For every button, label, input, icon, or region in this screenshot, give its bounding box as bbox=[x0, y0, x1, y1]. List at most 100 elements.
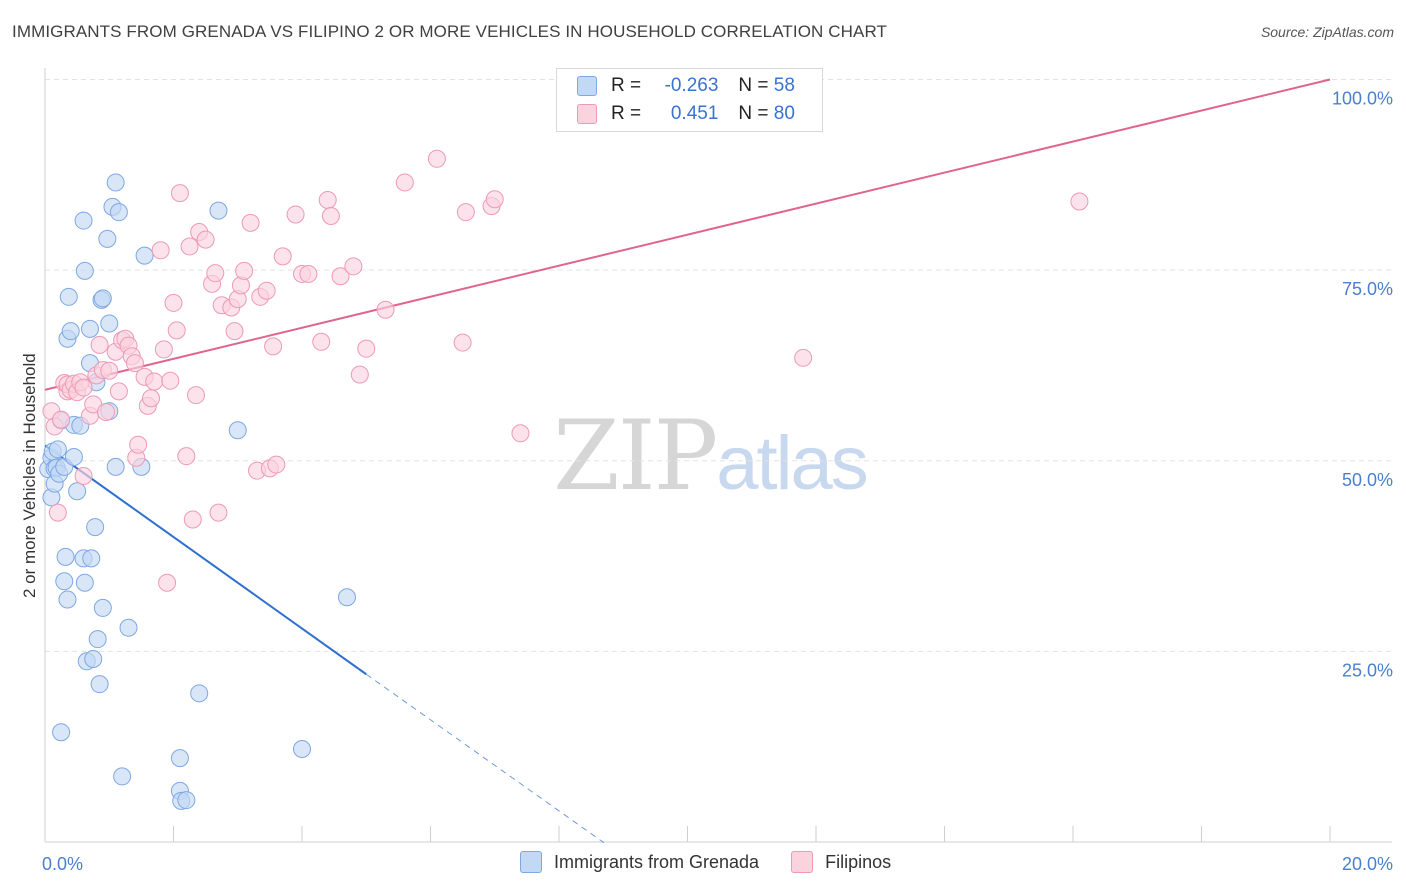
grenada-point bbox=[64, 447, 83, 466]
filipinos-point bbox=[453, 333, 472, 352]
legend-r-value: 0.451 bbox=[670, 103, 719, 124]
legend-r-value: -0.263 bbox=[664, 75, 719, 96]
grenada-point bbox=[177, 791, 196, 810]
filipinos-point bbox=[52, 410, 71, 429]
legend-r-label: R = bbox=[611, 75, 642, 96]
legend-row-filipinos: R = 0.451 N = 80 bbox=[577, 101, 795, 127]
filipinos-point bbox=[511, 424, 530, 443]
chart-title: IMMIGRANTS FROM GRENADA VS FILIPINO 2 OR… bbox=[12, 22, 887, 41]
y-axis-label: 2 or more Vehicles in Household bbox=[20, 353, 39, 598]
tick-labels: 25.0% 50.0% 75.0% 100.0% 0.0% 20.0% bbox=[42, 89, 1393, 875]
grenada-point bbox=[84, 650, 103, 668]
grenada-point bbox=[228, 421, 247, 440]
grenada-point bbox=[209, 201, 228, 220]
grenada-point bbox=[190, 684, 209, 703]
grenada-point bbox=[86, 518, 105, 537]
grenada-point bbox=[52, 723, 71, 742]
filipinos-point bbox=[357, 339, 376, 358]
series-legend-grenada[interactable]: Immigrants from Grenada bbox=[520, 851, 759, 873]
filipinos-point bbox=[331, 267, 350, 286]
legend-n-label: N = bbox=[738, 75, 769, 96]
grid-lines bbox=[45, 79, 1392, 652]
filipinos-point bbox=[167, 321, 186, 340]
filipinos-point bbox=[145, 372, 164, 391]
filipinos-point bbox=[100, 361, 119, 380]
watermark-zip: ZIP bbox=[553, 400, 718, 512]
filipinos-point bbox=[74, 378, 93, 397]
grenada-trend-line bbox=[44, 444, 367, 676]
filipinos-point bbox=[395, 173, 414, 192]
grenada-point bbox=[135, 246, 154, 265]
grenada-point bbox=[293, 739, 311, 758]
filipinos-point bbox=[177, 447, 196, 466]
series-legend: Immigrants from Grenada Filipinos bbox=[520, 851, 923, 873]
grenada-point bbox=[170, 749, 189, 768]
grenada-point bbox=[56, 547, 75, 566]
filipinos-point bbox=[257, 281, 276, 300]
grenada-point bbox=[80, 319, 99, 338]
filipinos-point bbox=[129, 435, 148, 454]
grenada-point bbox=[100, 314, 119, 333]
grenada-point bbox=[109, 203, 128, 222]
filipinos-point bbox=[235, 261, 254, 280]
filipinos-point bbox=[485, 190, 504, 209]
filipinos-point bbox=[299, 264, 318, 283]
axes bbox=[44, 68, 1392, 843]
grenada-point bbox=[113, 767, 132, 786]
filipinos-point bbox=[241, 213, 260, 232]
watermark: ZIPatlas bbox=[553, 400, 869, 512]
filipinos-point bbox=[97, 402, 116, 421]
x-tick-label: 20.0% bbox=[1342, 854, 1393, 874]
grenada-point bbox=[106, 457, 125, 476]
filipinos-point bbox=[74, 467, 93, 485]
correlation-legend: R = -0.263 N = 58 R = 0.451 N = 80 bbox=[556, 68, 823, 132]
series-legend-filipinos[interactable]: Filipinos bbox=[791, 851, 891, 873]
filipinos-point bbox=[794, 348, 813, 367]
legend-row-grenada: R = -0.263 N = 58 bbox=[577, 73, 795, 99]
legend-n-label: N = bbox=[738, 103, 769, 124]
y-tick-label: 100.0% bbox=[1332, 89, 1393, 109]
source-label: Source: ZipAtlas.com bbox=[1260, 24, 1394, 40]
y-tick-label: 50.0% bbox=[1342, 470, 1393, 490]
filipinos-point bbox=[264, 337, 283, 356]
grenada-point bbox=[98, 229, 117, 248]
legend-swatch-filipinos bbox=[577, 104, 597, 124]
filipinos-point bbox=[109, 382, 128, 401]
grenada-point bbox=[55, 572, 74, 591]
series-swatch-filipinos bbox=[791, 851, 814, 873]
filipinos-point bbox=[312, 332, 331, 351]
grenada-point bbox=[88, 630, 107, 649]
y-tick-label: 75.0% bbox=[1342, 279, 1393, 299]
filipinos-point bbox=[48, 503, 67, 522]
series-swatch-grenada bbox=[520, 851, 542, 873]
filipinos-point bbox=[286, 205, 305, 224]
filipinos-point bbox=[350, 365, 369, 384]
filipinos-point bbox=[151, 241, 170, 260]
grenada-point bbox=[74, 211, 93, 230]
grenada-point bbox=[59, 287, 78, 306]
filipinos-point bbox=[164, 293, 183, 312]
grenada-point bbox=[337, 588, 356, 607]
filipinos-point bbox=[267, 455, 286, 474]
grenada-point bbox=[75, 261, 94, 280]
filipinos-point bbox=[456, 203, 475, 222]
filipinos-point bbox=[158, 573, 177, 592]
filipinos-point bbox=[1070, 192, 1089, 211]
grenada-trend-extension bbox=[365, 673, 605, 844]
grenada-point bbox=[61, 322, 80, 341]
filipinos-point bbox=[125, 354, 144, 373]
filipinos-point bbox=[183, 510, 202, 529]
filipinos-point bbox=[318, 190, 337, 209]
series-label-filipinos: Filipinos bbox=[825, 851, 892, 872]
data-points bbox=[39, 149, 1089, 810]
grenada-point bbox=[119, 618, 138, 637]
grenada-point bbox=[93, 598, 112, 617]
legend-n-value: 80 bbox=[773, 103, 795, 124]
watermark-atlas: atlas bbox=[716, 421, 869, 506]
filipinos-point bbox=[186, 386, 205, 405]
filipinos-point bbox=[209, 503, 228, 522]
filipinos-point bbox=[142, 389, 161, 408]
filipinos-point bbox=[170, 184, 189, 203]
filipinos-point bbox=[273, 247, 292, 266]
